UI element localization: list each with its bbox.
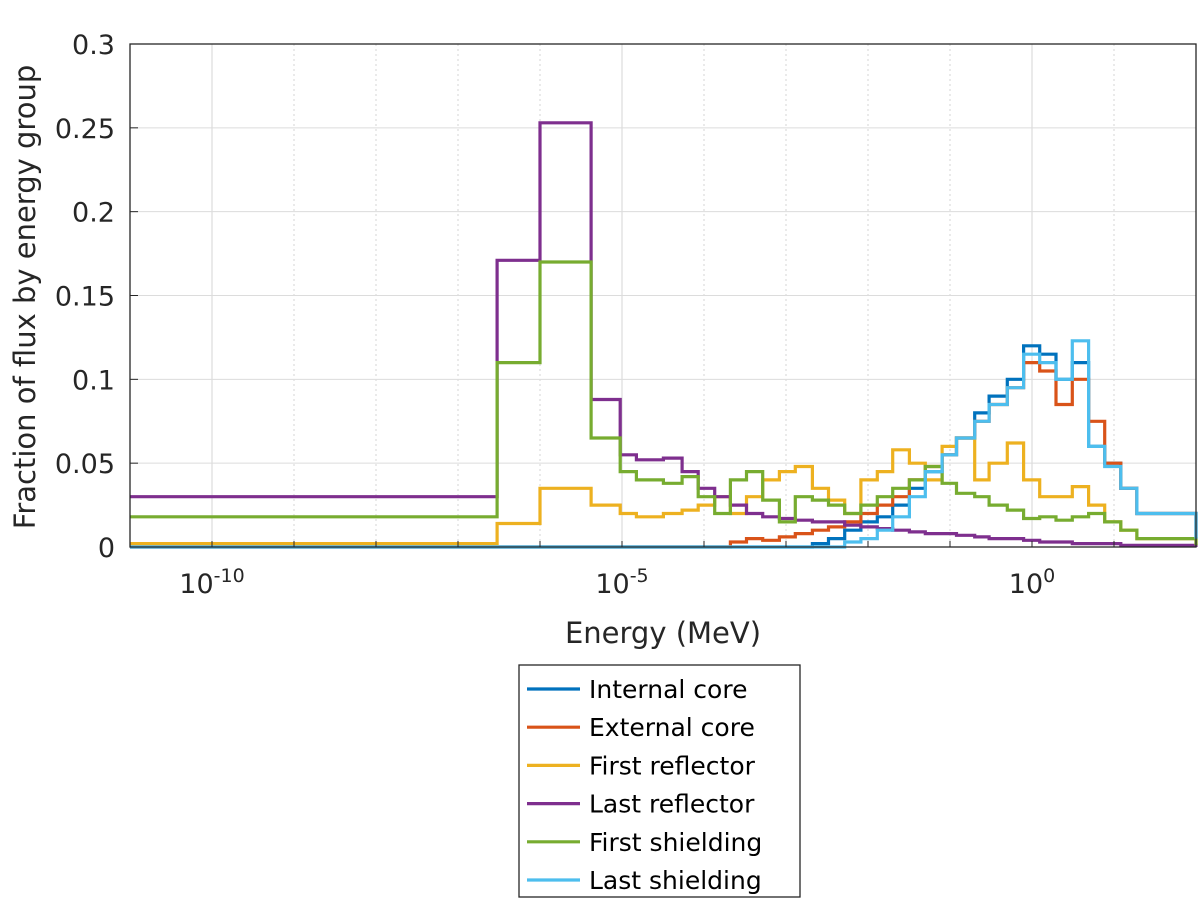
series-line-2 — [130, 361, 1198, 549]
legend-label-4: Last reflector — [589, 790, 755, 819]
y-tick-labels: 0 0.05 0.1 0.15 0.2 0.25 0.3 — [55, 30, 115, 564]
y-tick-label: 0.05 — [55, 449, 115, 480]
series-line-3 — [130, 436, 1198, 546]
x-tick-labels: 10-10 10-5 100 — [179, 565, 1055, 600]
legend-box — [518, 664, 801, 898]
y-tick-label: 0.1 — [72, 365, 115, 396]
x-tick-label: 100 — [1009, 565, 1055, 600]
series-line-4 — [130, 121, 1198, 547]
legend-label-6: Last shielding — [589, 866, 762, 895]
legend: Internal core External core First reflecto… — [518, 664, 801, 898]
legend-label-3: First reflector — [589, 751, 756, 780]
y-axis-label: Fraction of flux by energy group — [8, 65, 42, 529]
y-tick-label: 0.2 — [72, 198, 115, 229]
x-tick-label: 10-10 — [179, 565, 244, 600]
legend-label-1: Internal core — [589, 675, 747, 704]
y-tick-label: 0.15 — [55, 282, 115, 313]
x-axis-label: Energy (MeV) — [565, 616, 761, 650]
y-tick-label: 0.3 — [72, 30, 115, 61]
y-tick-label: 0.25 — [55, 114, 115, 145]
y-tick-label: 0 — [98, 533, 115, 564]
series-line-5 — [130, 260, 1198, 546]
tick-marks — [129, 43, 1197, 548]
legend-label-5: First shielding — [589, 828, 762, 857]
x-tick-label: 10-5 — [595, 565, 648, 600]
legend-label-2: External core — [589, 713, 755, 742]
